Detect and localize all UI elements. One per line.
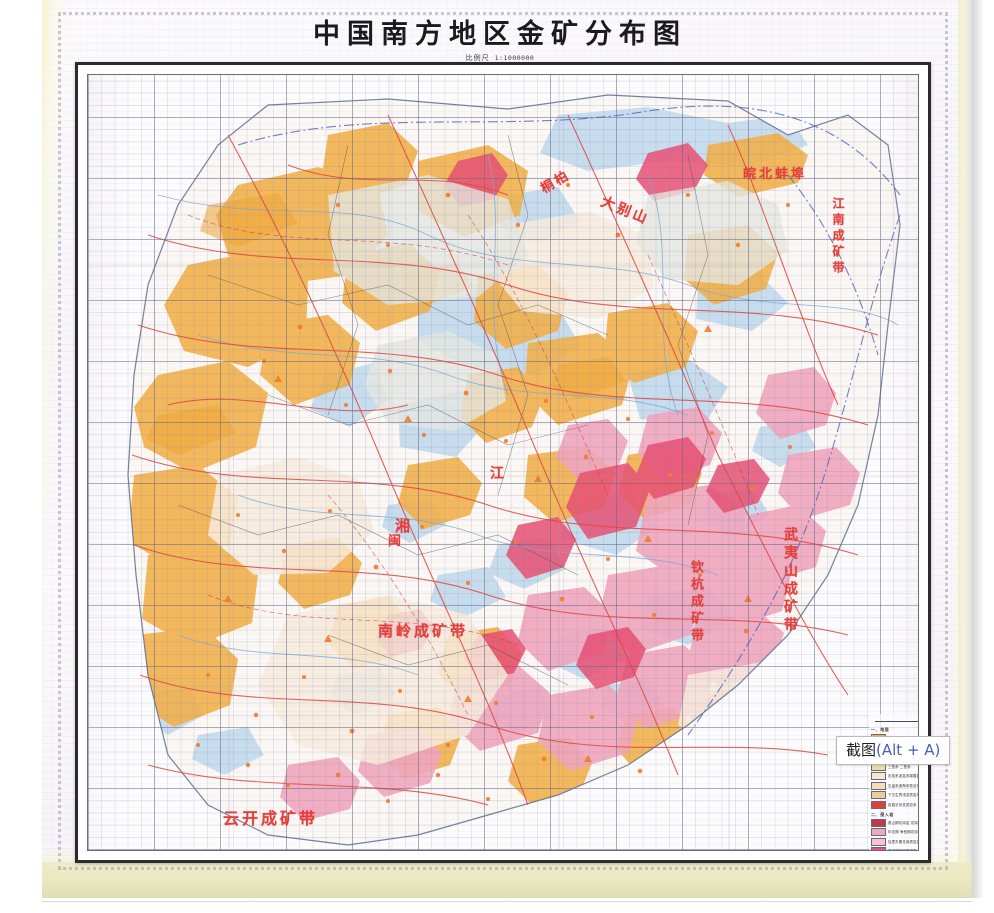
paper-fold-h2 (88, 475, 918, 477)
page-edge-right (958, 0, 972, 898)
page-drop-shadow (972, 0, 984, 898)
legend-section-header: 一、地层 (871, 727, 890, 732)
legend-item: 前震旦系变质岩系 (871, 800, 918, 809)
tooltip-label: 截图 (846, 741, 877, 759)
map-graticule (88, 75, 918, 850)
scale-value: 1:1000000 (494, 54, 535, 62)
scale-row: 比例尺 1:1000000 (58, 53, 942, 63)
legend-item-label: 石炭系泥盆系碳酸盐岩 (888, 774, 918, 778)
legend-title: 图 例 (869, 714, 918, 720)
legend-item-label: 加里东期花岗质岩类 (888, 839, 919, 844)
geology-layer (127, 94, 901, 846)
legend-item-label: 志留系奥陶系寒武系 (888, 783, 919, 788)
page-title: 中国南方地区金矿分布图 (313, 19, 687, 50)
map-graticule-fine (88, 75, 918, 850)
paper-fold-3 (558, 75, 560, 850)
legend-item: 印支期·海西期花岗质岩类 (871, 828, 919, 836)
map-label-qinhang-belt: 钦杭成矿带 (688, 560, 703, 645)
legend-item: 下古生界浅变质岩系 (871, 791, 919, 799)
legend-item: 石炭系泥盆系碳酸盐岩 (871, 772, 918, 780)
legend-box: 图 例 一、地层第 四 系新近系·古近系白垩系·侏罗系三叠系·二叠系石炭系泥盆系… (869, 714, 919, 851)
legend-divider (875, 721, 918, 722)
screenshot-tooltip[interactable]: 截图(Alt + A) (836, 736, 951, 765)
map-label-wuyishan-belt: 武夷山成矿带 (782, 527, 798, 635)
legend-item-label: 下古生界浅变质岩系 (888, 793, 919, 797)
legend-swatch (871, 800, 886, 809)
legend-item: 燕山期花岗岩·花岗闪长岩 (871, 818, 919, 827)
legend-swatch (871, 828, 886, 836)
map-label-yunkai-belt: 云开成矿带 (223, 809, 319, 828)
paper-fold-1 (228, 75, 230, 850)
map-label-xiangzhong: 湘 (395, 517, 414, 535)
legend-section-header: 二、侵入岩 (871, 811, 894, 817)
legend-item: 加里东期花岗质岩类 (871, 837, 919, 846)
legend-item: 晋宁期花岗质岩类 (871, 847, 918, 851)
legend-swatch (871, 772, 886, 780)
legend-swatch (871, 791, 886, 799)
map-label-jiangnan-belt: 江南成矿带 (831, 197, 845, 277)
legend-swatch (871, 818, 886, 827)
page-bottom-rule (42, 901, 972, 902)
map-label-wanbei-bengbu: 皖北蚌埠 (743, 167, 808, 182)
paper-fold-h3 (88, 685, 918, 687)
legend-item-label: 晋宁期花岗质岩类 (888, 849, 917, 851)
legend-swatch (871, 781, 886, 790)
legend-item: 志留系奥陶系寒武系 (871, 781, 919, 790)
map-label-jiangnan-2: 江 (490, 466, 507, 482)
legend-swatch (871, 847, 886, 850)
paper-fold-h1 (88, 265, 918, 267)
legend-item-label: 三叠系·二叠系 (888, 764, 911, 769)
sheet-dotted-border (58, 12, 948, 870)
legend-item-label: 燕山期花岗岩·花岗闪长岩 (888, 820, 919, 825)
legend-swatch (871, 837, 886, 846)
legend-item-label: 前震旦系变质岩系 (888, 802, 917, 807)
title-block: 中国南方地区金矿分布图 比例尺 1:1000000 (58, 18, 942, 70)
paper-fold-4 (728, 75, 730, 850)
scale-label: 比例尺 (465, 54, 490, 62)
paper-fold-2 (388, 75, 390, 850)
map-label-nanling-belt: 南岭成矿带 (378, 622, 469, 640)
tooltip-shortcut: (Alt + A) (876, 741, 941, 759)
map-label-haifeng: 闽 (388, 534, 405, 549)
legend-item-label: 印支期·海西期花岗质岩类 (888, 830, 919, 834)
